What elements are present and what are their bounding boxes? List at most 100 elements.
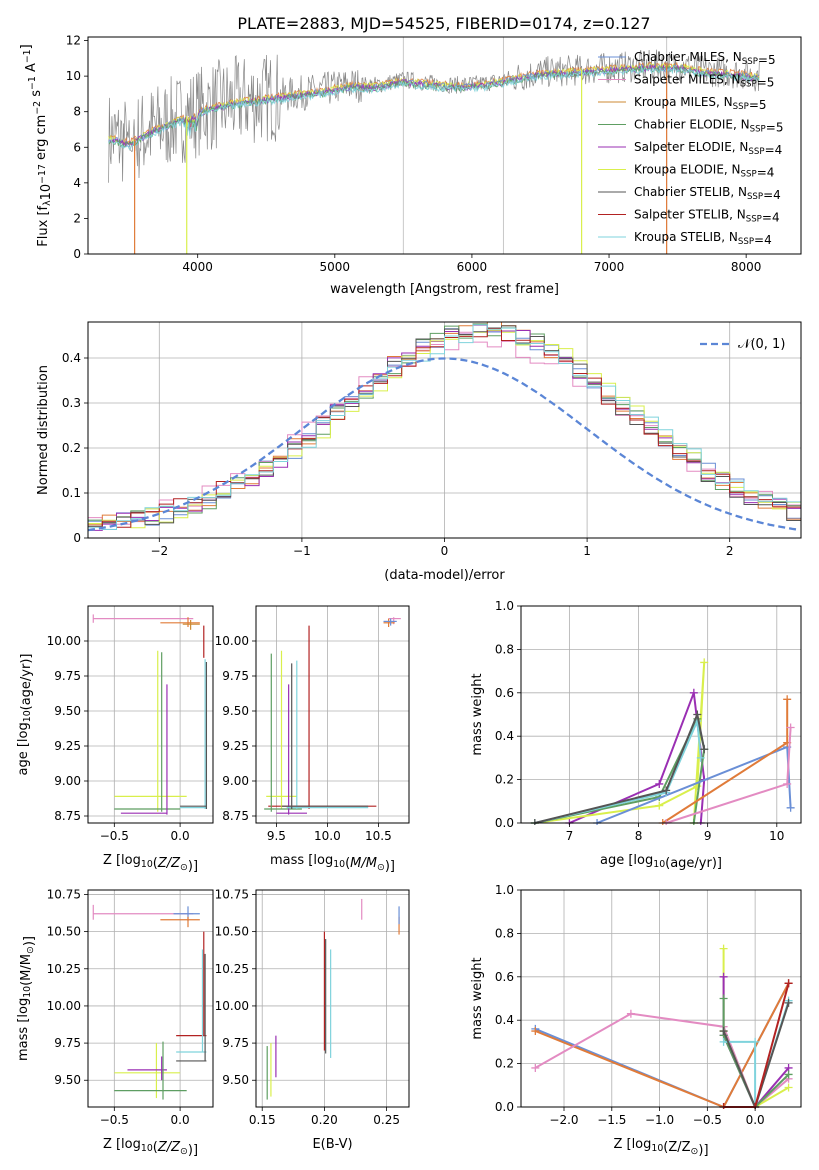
- spectrum-lines: [108, 49, 760, 254]
- y-axis-label: mass [log10(M/M⊙)]: [16, 936, 37, 1061]
- figure-title: PLATE=2883, MJD=54525, FIBERID=0174, z=0…: [237, 14, 650, 33]
- x-tick-label: −2: [150, 544, 168, 558]
- legend-entry: Kroupa STELIB, NSSP=4: [634, 230, 772, 247]
- weight-point: [719, 944, 728, 953]
- y-axis-label: mass weight: [470, 673, 485, 755]
- y-tick-label: 10.00: [47, 634, 81, 648]
- y-tick-label: 0.6: [495, 686, 514, 700]
- weight-series-line: [534, 982, 790, 1109]
- y-tick-label: 9.75: [222, 1036, 249, 1050]
- weight-point: [531, 1063, 540, 1072]
- x-tick-label: 0.15: [249, 1113, 276, 1127]
- legend-entry: Salpeter STELIB, NSSP=4: [634, 208, 780, 225]
- y-tick-label: 9.75: [54, 1036, 81, 1050]
- y-tick-label: 9.25: [54, 739, 81, 753]
- weight-series-line: [534, 720, 702, 824]
- y-tick-label: 0.0: [495, 816, 514, 830]
- axes-frame: [255, 889, 410, 1108]
- y-tick-label: 0.4: [495, 1013, 514, 1027]
- x-tick-label: 8: [635, 829, 643, 843]
- y-axis-label: Flux [fλ10−17 erg cm−2 s−1 A−1]: [19, 44, 54, 246]
- weight-point: [700, 745, 709, 754]
- x-tick-label: 0.25: [373, 1113, 400, 1127]
- y-tick-label: 9.75: [222, 669, 249, 683]
- y-tick-label: 0.4: [62, 351, 81, 365]
- weight-point: [719, 1037, 728, 1046]
- x-tick-label: 2: [726, 544, 734, 558]
- weight-series-line: [569, 692, 706, 824]
- weight-point: [689, 688, 698, 697]
- x-axis-label: age [log10(age/yr)]: [600, 853, 722, 871]
- x-tick-label: 5000: [320, 260, 351, 274]
- x-axis-label: mass [log10(M/M⊙)]: [270, 853, 395, 874]
- x-tick-label: −0.5: [100, 829, 129, 843]
- y-tick-label: 9.50: [222, 1073, 249, 1087]
- weight-point: [786, 723, 795, 732]
- y-tick-label: 6: [73, 140, 81, 154]
- y-tick-label: 2: [73, 211, 81, 225]
- y-tick-label: 12: [66, 34, 81, 48]
- weight-point: [696, 753, 705, 762]
- x-tick-label: −0.5: [100, 1113, 129, 1127]
- x-tick-label: 6000: [457, 260, 488, 274]
- weight-point: [783, 695, 792, 704]
- x-tick-label: 4000: [182, 260, 213, 274]
- y-tick-label: 10.00: [215, 634, 249, 648]
- weight-point: [719, 972, 728, 981]
- x-tick-label: 10.0: [314, 829, 341, 843]
- y-tick-label: 0.8: [495, 926, 514, 940]
- weight-point: [786, 803, 795, 812]
- x-axis-label: Z [log10(Z/Z⊙)]: [103, 853, 198, 874]
- errorbars: [264, 617, 401, 815]
- x-tick-label: −0.5: [693, 1113, 722, 1127]
- age_vs_mass-panel: 9.5 10.0 10.5 8.75 9.00 9.25 9.50 9.75 10.00 mass…: [215, 605, 410, 874]
- mass_vs_Z-panel: −0.5 0.0 9.50 9.75 10.00 10.25 10.50 10.75 Z [lo…: [16, 887, 214, 1158]
- spectrum-model-line: [108, 66, 760, 150]
- legend-entry: Chabrier MILES, NSSP=5: [634, 50, 776, 67]
- y-tick-label: 0.2: [62, 441, 81, 455]
- x-tick-label: 9.5: [267, 829, 286, 843]
- x-axis-label: Z [log10(Z/Z⊙)]: [103, 1137, 198, 1158]
- weight-point: [655, 779, 664, 788]
- weight-lines: [530, 658, 795, 825]
- y-tick-label: 9.50: [54, 1073, 81, 1087]
- x-axis-label: wavelength [Angstrom, rest frame]: [330, 282, 559, 297]
- y-tick-label: 10.00: [215, 999, 249, 1013]
- legend-entry: 𝒩(0, 1): [738, 337, 785, 352]
- x-tick-label: 9: [704, 829, 712, 843]
- x-tick-label: 8000: [731, 260, 762, 274]
- age_vs_Z-panel: −0.5 0.0 8.75 9.00 9.25 9.50 9.75 10.00 Z [log10…: [16, 605, 214, 874]
- y-tick-label: 9.00: [54, 774, 81, 788]
- y-tick-label: 10.00: [47, 999, 81, 1013]
- y-tick-label: 0.8: [495, 642, 514, 656]
- mass_weight_vs_Z-panel: −2.0 −1.5 −1.0 −0.5 0.0 0.0 0.2 0.4 0.6 0.8 1.0 Z […: [470, 883, 802, 1158]
- axes-frame: [255, 605, 410, 824]
- axes-frame: [520, 605, 802, 824]
- x-tick-label: 10: [769, 829, 784, 843]
- axes-frame: [87, 605, 214, 824]
- histogram-series: [88, 324, 801, 532]
- x-tick-label: 1: [583, 544, 591, 558]
- y-tick-label: 8: [73, 105, 81, 119]
- errorbars: [266, 898, 400, 1100]
- x-axis-label: Z [log10(Z/Z⊙)]: [613, 1137, 708, 1158]
- residuals-panel: −2 −1 0 1 2 0 0.1 0.2 0.3 0.4 𝒩(0, 1) (data-model)/…: [36, 321, 802, 583]
- legend-entry: Chabrier STELIB, NSSP=4: [634, 185, 781, 202]
- x-tick-label: −2.0: [549, 1113, 578, 1127]
- y-tick-label: 10.50: [215, 925, 249, 939]
- x-axis-label: (data-model)/error: [384, 568, 505, 583]
- errorbars: [92, 904, 207, 1100]
- y-tick-label: 0.3: [62, 396, 81, 410]
- y-tick-label: 9.50: [54, 704, 81, 718]
- y-tick-label: 0.4: [495, 729, 514, 743]
- axes-frame: [87, 36, 802, 255]
- weight-series-line: [534, 711, 706, 824]
- y-tick-label: 0.0: [495, 1100, 514, 1114]
- y-tick-label: 0.2: [495, 773, 514, 787]
- x-tick-label: 0.0: [746, 1113, 765, 1127]
- y-tick-label: 10.25: [215, 962, 249, 976]
- x-tick-label: 0.0: [171, 1113, 190, 1127]
- y-tick-label: 0: [73, 531, 81, 545]
- legend-entry: Kroupa ELODIE, NSSP=4: [634, 163, 774, 180]
